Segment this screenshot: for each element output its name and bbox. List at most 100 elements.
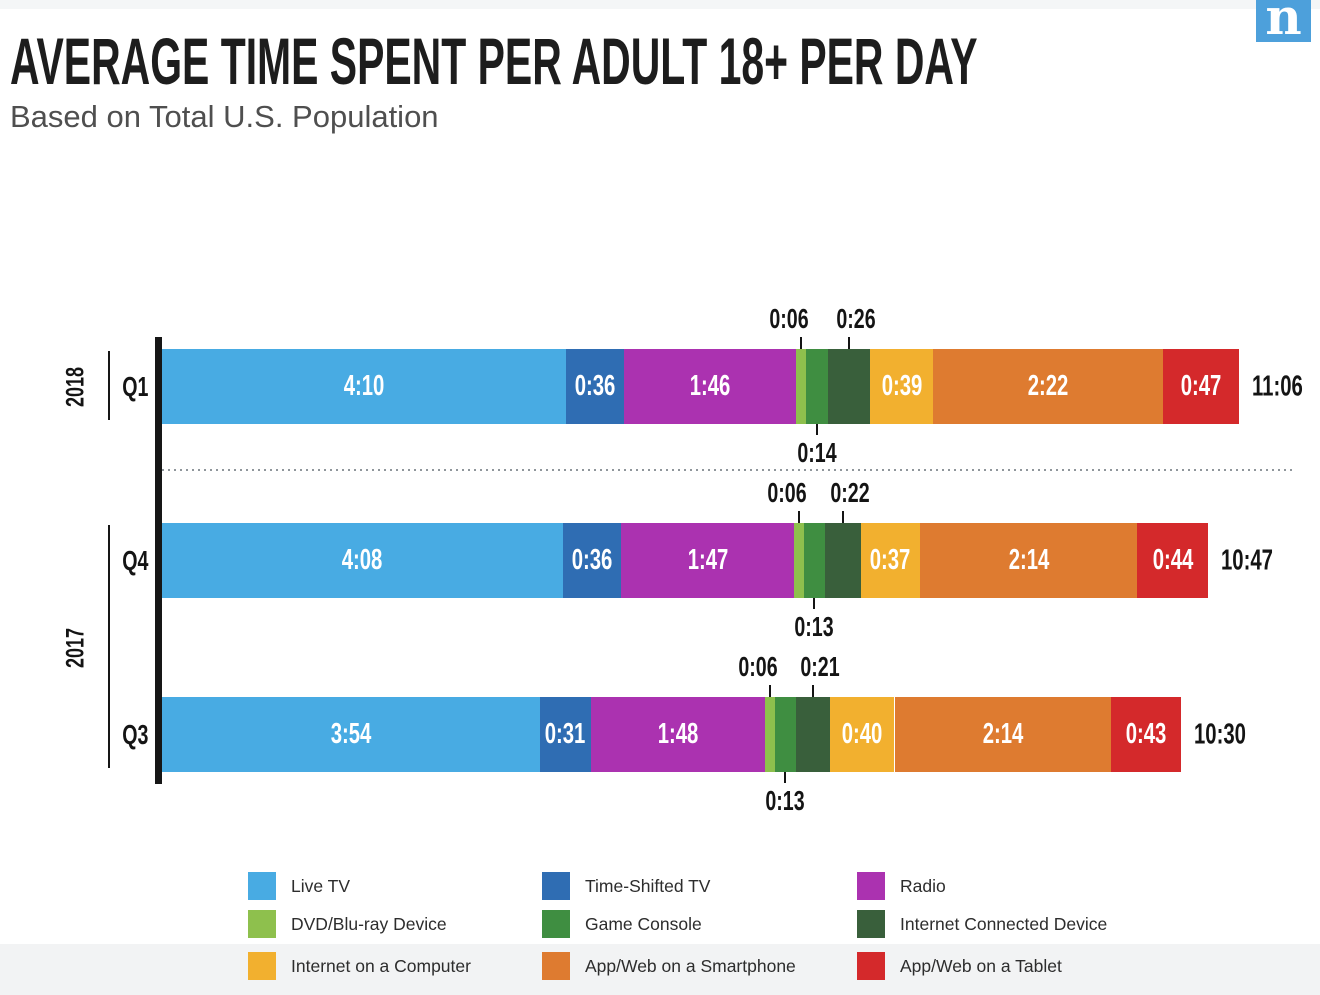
- bar-segment-app-web-on-a-smartphone-text: 2:22: [1027, 370, 1069, 402]
- bar-segment-internet-on-a-computer: 0:40: [829, 697, 895, 772]
- bar-segment-radio-text: 1:46: [689, 370, 731, 402]
- callout-value-game-console: 0:14: [789, 438, 845, 468]
- callout-value-game-console: 0:13: [786, 612, 842, 642]
- legend-item-game-console: Game Console: [542, 910, 702, 938]
- bar-segment-dvd-blu-ray-device: [765, 697, 775, 772]
- legend-label-time-shifted-tv: Time-Shifted TV: [585, 876, 711, 896]
- bar-segment-radio-text: 1:47: [687, 544, 729, 576]
- top-strip: [0, 0, 1320, 9]
- page-title: AVERAGE TIME SPENT PER ADULT 18+ PER DAY: [10, 24, 978, 98]
- bar-segment-app-web-on-a-tablet: 0:47: [1162, 349, 1239, 424]
- bar-segment-internet-connected-device: [795, 697, 830, 772]
- legend-item-internet-on-a-computer: Internet on a Computer: [248, 952, 471, 980]
- legend-label-live-tv: Live TV: [291, 876, 351, 896]
- legend-swatch-time-shifted-tv: [542, 872, 570, 900]
- callout-value-dvd-blu-ray-device-text: 0:06: [767, 477, 807, 508]
- bar-segment-time-shifted-tv-text: 0:36: [571, 544, 613, 576]
- callout-value-internet-connected-device: 0:26: [828, 304, 884, 334]
- legend-item-app-web-on-a-smartphone: App/Web on a Smartphone: [542, 952, 796, 980]
- bar-segment-app-web-on-a-tablet-text: 0:44: [1152, 544, 1193, 576]
- bar-segment-internet-connected-device: [824, 523, 861, 598]
- bar-segment-radio: 1:48: [590, 697, 766, 772]
- bottom-strip: [0, 944, 1320, 995]
- bar-segment-app-web-on-a-smartphone-text: 2:14: [1008, 544, 1050, 576]
- callout-tick-internet-connected-device: [841, 511, 844, 523]
- legend-item-dvd-blu-ray-device: DVD/Blu-ray Device: [248, 910, 447, 938]
- bar-segment-radio: 1:46: [624, 349, 796, 424]
- bar-segment-game-console: [774, 697, 796, 772]
- bar-segment-dvd-blu-ray-device: [794, 523, 804, 598]
- bar-total-q3: 10:30: [1194, 718, 1268, 751]
- bar-segment-live-tv-text: 3:54: [330, 718, 372, 750]
- callout-value-internet-connected-device: 0:21: [792, 652, 848, 682]
- quarter-label-q4: Q4: [111, 545, 148, 577]
- quarter-label-q1: Q1: [111, 371, 148, 403]
- quarter-label-q4-text: Q4: [121, 544, 148, 576]
- bar-segment-internet-on-a-computer-text: 0:37: [870, 544, 911, 576]
- bar-segment-internet-connected-device: [828, 349, 871, 424]
- bar-segment-game-console: [803, 523, 825, 598]
- callout-tick-internet-connected-device: [811, 685, 814, 697]
- quarter-label-q3: Q3: [111, 719, 148, 751]
- callout-value-internet-connected-device: 0:22: [822, 478, 878, 508]
- bar-segment-app-web-on-a-smartphone: 2:14: [894, 697, 1112, 772]
- bar-segment-internet-on-a-computer: 0:39: [870, 349, 934, 424]
- legend-label-internet-connected-device: Internet Connected Device: [900, 914, 1108, 934]
- callout-tick-game-console: [815, 424, 818, 435]
- legend-item-time-shifted-tv: Time-Shifted TV: [542, 872, 710, 900]
- legend-swatch-live-tv: [248, 872, 276, 900]
- legend-swatch-internet-on-a-computer: [248, 952, 276, 980]
- y-axis-line: [155, 337, 162, 784]
- page-subtitle: Based on Total U.S. Population: [10, 99, 439, 134]
- legend-label-internet-on-a-computer: Internet on a Computer: [291, 956, 471, 976]
- legend-label-radio: Radio: [900, 876, 946, 896]
- bar-segment-internet-on-a-computer-text: 0:40: [841, 718, 883, 750]
- bar-segment-time-shifted-tv: 0:36: [566, 349, 625, 424]
- bar-segment-time-shifted-tv: 0:36: [563, 523, 622, 598]
- bar-segment-internet-on-a-computer: 0:37: [860, 523, 921, 598]
- legend-swatch-app-web-on-a-smartphone: [542, 952, 570, 980]
- callout-tick-dvd-blu-ray-device: [799, 337, 802, 349]
- callout-value-internet-connected-device-text: 0:26: [836, 303, 876, 334]
- callout-value-dvd-blu-ray-device: 0:06: [761, 304, 817, 334]
- legend-label-app-web-on-a-tablet: App/Web on a Tablet: [900, 956, 1062, 976]
- legend-swatch-radio: [857, 872, 885, 900]
- bar-segment-app-web-on-a-tablet: 0:43: [1111, 697, 1181, 772]
- bar-total-q1: 11:06: [1252, 370, 1320, 403]
- year-separator-dotted-line: [162, 469, 1292, 471]
- legend-swatch-dvd-blu-ray-device: [248, 910, 276, 938]
- bar-total-q3-text: 10:30: [1193, 718, 1246, 750]
- bar-segment-live-tv: 3:54: [162, 697, 541, 772]
- callout-value-dvd-blu-ray-device: 0:06: [730, 652, 786, 682]
- callout-value-dvd-blu-ray-device-text: 0:06: [769, 303, 809, 334]
- bar-segment-app-web-on-a-tablet-text: 0:43: [1125, 718, 1167, 750]
- callout-value-game-console: 0:13: [757, 786, 813, 816]
- bar-segment-radio-text: 1:48: [657, 718, 699, 750]
- bar-segment-internet-on-a-computer-text: 0:39: [881, 370, 923, 402]
- legend-swatch-internet-connected-device: [857, 910, 885, 938]
- callout-value-internet-connected-device-text: 0:21: [800, 651, 840, 682]
- callout-value-dvd-blu-ray-device: 0:06: [759, 478, 815, 508]
- callout-tick-dvd-blu-ray-device: [768, 685, 771, 697]
- bar-segment-live-tv: 4:08: [162, 523, 564, 598]
- bar-segment-dvd-blu-ray-device: [795, 349, 806, 424]
- bar-segment-radio: 1:47: [621, 523, 795, 598]
- bar-segment-app-web-on-a-smartphone: 2:22: [933, 349, 1163, 424]
- bar-total-q4: 10:47: [1221, 544, 1295, 577]
- year-bracket-2018: [108, 351, 110, 420]
- nielsen-logo-icon: n: [1256, 0, 1311, 46]
- legend-swatch-app-web-on-a-tablet: [857, 952, 885, 980]
- bar-segment-time-shifted-tv-text: 0:31: [545, 718, 586, 750]
- legend-label-dvd-blu-ray-device: DVD/Blu-ray Device: [291, 914, 447, 934]
- callout-value-game-console-text: 0:13: [765, 785, 805, 816]
- legend-label-game-console: Game Console: [585, 914, 702, 934]
- legend-item-radio: Radio: [857, 872, 946, 900]
- bar-segment-game-console: [805, 349, 829, 424]
- callout-value-game-console-text: 0:14: [797, 437, 837, 468]
- callout-value-game-console-text: 0:13: [794, 611, 835, 642]
- quarter-label-q3-text: Q3: [121, 718, 148, 750]
- bar-segment-app-web-on-a-smartphone: 2:14: [920, 523, 1138, 598]
- bar-segment-app-web-on-a-smartphone-text: 2:14: [982, 718, 1024, 750]
